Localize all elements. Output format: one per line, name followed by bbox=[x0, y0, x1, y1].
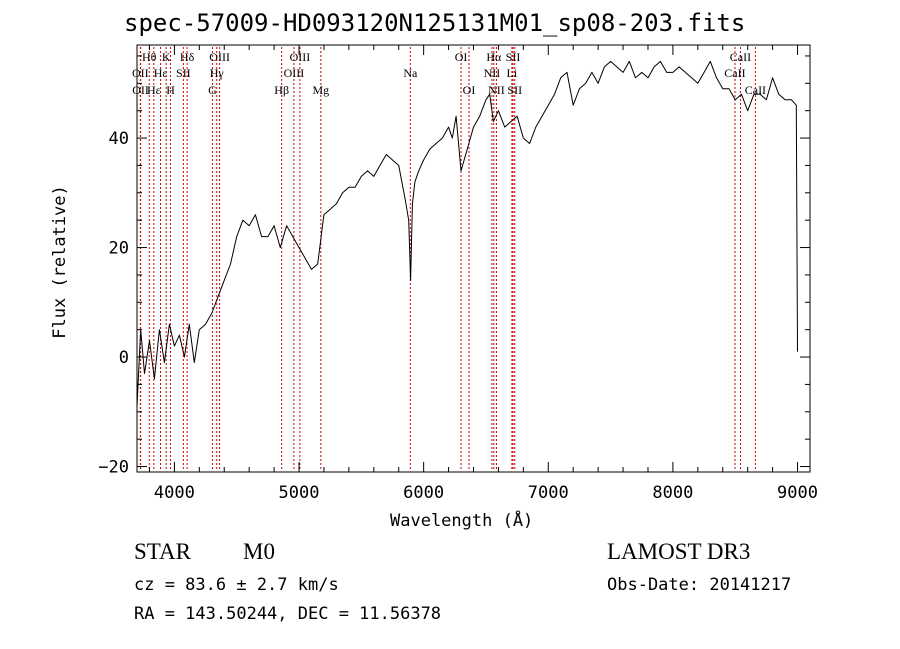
series-line-spectrum bbox=[136, 60, 798, 407]
coordinates: RA = 143.50244, DEC = 11.56378 bbox=[134, 604, 442, 624]
x-tick-label-7000: 7000 bbox=[528, 483, 569, 503]
marker-label-8: H bbox=[166, 83, 175, 97]
marker-label-9: OIII bbox=[209, 50, 230, 64]
axis-ticks: 4000 5000 6000 7000 8000 9000 −20 0 20 40 bbox=[98, 45, 818, 503]
marker-label-10: Hγ bbox=[210, 66, 225, 80]
marker-label-19: Hα bbox=[486, 50, 502, 64]
y-tick-label-0: 0 bbox=[119, 348, 129, 368]
marker-label-1: OII bbox=[132, 66, 149, 80]
marker-label-17: OI bbox=[455, 50, 468, 64]
x-tick-label-5000: 5000 bbox=[279, 483, 320, 503]
marker-label-27: CaII bbox=[745, 83, 766, 97]
marker-label-23: NII bbox=[488, 83, 505, 97]
redshift-text: cz = 83.6 ± 2.7 km/s bbox=[134, 575, 339, 595]
marker-label-4: Hε bbox=[154, 66, 168, 80]
y-tick-label-20: 20 bbox=[109, 239, 129, 259]
marker-label-0: Hθ bbox=[142, 50, 157, 64]
marker-label-24: SII bbox=[507, 83, 522, 97]
object-class: STAR bbox=[134, 539, 191, 564]
y-axis-label: Flux (relative) bbox=[50, 185, 70, 339]
marker-label-2: OII bbox=[132, 83, 149, 97]
obs-date: Obs-Date: 20141217 bbox=[607, 575, 792, 595]
x-tick-label-6000: 6000 bbox=[403, 483, 444, 503]
marker-label-20: SII bbox=[506, 50, 521, 64]
marker-label-21: NII bbox=[484, 66, 501, 80]
survey-name: LAMOST DR3 bbox=[607, 539, 751, 564]
x-axis-label: Wavelength (Å) bbox=[390, 511, 534, 531]
marker-label-5: Hε bbox=[147, 83, 161, 97]
marker-label-16: Na bbox=[403, 66, 418, 80]
marker-label-18: OI bbox=[463, 83, 476, 97]
marker-label-25: CaII bbox=[730, 50, 751, 64]
subclass: M0 bbox=[243, 539, 275, 564]
marker-label-3: K bbox=[162, 50, 171, 64]
y-tick-label--20: −20 bbox=[98, 458, 129, 478]
x-tick-label-8000: 8000 bbox=[652, 483, 693, 503]
marker-label-12: OIII bbox=[290, 50, 311, 64]
y-tick-label-40: 40 bbox=[109, 129, 129, 149]
marker-label-22: Li bbox=[507, 66, 518, 80]
line-markers bbox=[139, 47, 756, 471]
series-layer bbox=[136, 60, 798, 407]
plot-frame bbox=[136, 44, 811, 473]
marker-label-7: SII bbox=[176, 66, 191, 80]
marker-label-6: Hδ bbox=[180, 50, 195, 64]
marker-label-15: Mg bbox=[312, 83, 329, 97]
marker-label-13: OIII bbox=[284, 66, 305, 80]
chart-title: spec-57009-HD093120N125131M01_sp08-203.f… bbox=[124, 9, 746, 37]
x-tick-label-9000: 9000 bbox=[777, 483, 818, 503]
marker-label-14: Hβ bbox=[274, 83, 289, 97]
marker-label-11: G bbox=[208, 83, 217, 97]
x-tick-label-4000: 4000 bbox=[154, 483, 195, 503]
marker-label-26: CaII bbox=[724, 66, 745, 80]
